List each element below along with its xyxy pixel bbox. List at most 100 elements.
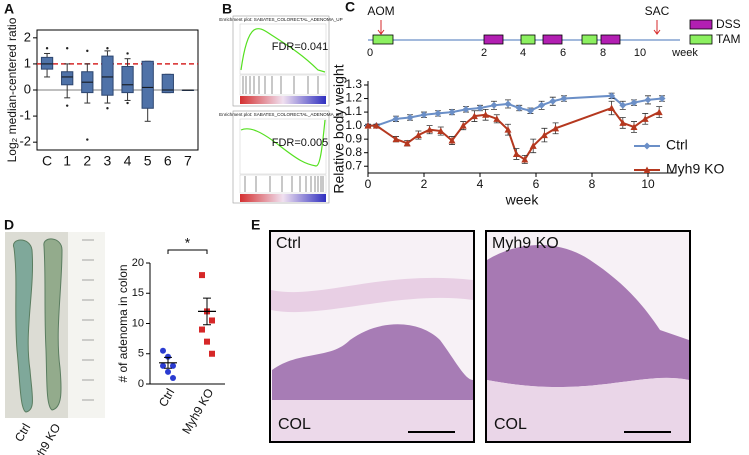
x-tick-label: 8 bbox=[589, 177, 596, 191]
x-tick-label: 7 bbox=[184, 153, 192, 169]
marker bbox=[482, 111, 490, 118]
histology-images bbox=[269, 230, 691, 443]
panel-label: A bbox=[4, 1, 14, 17]
panel-label: D bbox=[4, 217, 14, 233]
marker bbox=[549, 97, 557, 105]
histology-label: Ctrl bbox=[276, 235, 301, 252]
marker bbox=[448, 108, 456, 116]
outlier bbox=[65, 104, 69, 107]
colon-photo bbox=[5, 232, 105, 418]
x-tick-label: Myh9 KO bbox=[179, 386, 216, 436]
timeline-event: AOM bbox=[367, 4, 394, 18]
x-tick-label: 6 bbox=[164, 153, 172, 169]
series-line bbox=[368, 94, 663, 127]
marker bbox=[459, 122, 467, 129]
outlier bbox=[65, 47, 69, 50]
outlier bbox=[86, 138, 89, 141]
marker bbox=[403, 139, 411, 147]
marker bbox=[504, 126, 512, 133]
x-tick-label: 2 bbox=[83, 153, 91, 169]
significance: * bbox=[185, 235, 191, 251]
fdr-label: FDR=0.005 bbox=[272, 137, 329, 149]
marker bbox=[619, 101, 627, 109]
legend-label: Myh9 KO bbox=[666, 161, 724, 177]
panel-label: C bbox=[345, 0, 355, 15]
marker bbox=[529, 142, 537, 149]
outlier bbox=[106, 47, 109, 50]
x-tick-label: 5 bbox=[144, 153, 152, 169]
outlier bbox=[45, 47, 49, 50]
marker bbox=[414, 131, 422, 139]
box bbox=[141, 60, 154, 109]
box bbox=[40, 56, 54, 70]
y-tick-label: -1 bbox=[19, 108, 31, 123]
marker bbox=[462, 105, 470, 113]
box bbox=[61, 71, 74, 86]
timeline-event: SAC bbox=[645, 4, 670, 18]
panel-label: E bbox=[251, 217, 260, 233]
marker bbox=[630, 99, 638, 107]
timeline-tick: 0 bbox=[367, 47, 373, 59]
marker bbox=[538, 101, 546, 109]
dot bbox=[199, 326, 205, 333]
outlier bbox=[126, 101, 129, 105]
significance-bracket bbox=[167, 249, 208, 254]
sem-bar bbox=[203, 297, 211, 326]
x-axis-label: week bbox=[505, 192, 540, 208]
marker bbox=[526, 107, 534, 115]
marker bbox=[560, 95, 568, 103]
x-tick-label: 4 bbox=[124, 153, 132, 169]
timeline-tick: 4 bbox=[520, 47, 526, 59]
marker bbox=[437, 127, 445, 135]
marker bbox=[493, 115, 501, 122]
timeline-tick: 6 bbox=[560, 47, 566, 59]
marker bbox=[608, 104, 616, 112]
marker bbox=[476, 104, 484, 112]
dot bbox=[209, 350, 215, 357]
legend-label: Ctrl bbox=[666, 137, 688, 153]
x-tick-label: Ctrl bbox=[156, 386, 177, 409]
marker bbox=[372, 122, 380, 129]
y-axis-label: Relative body weight bbox=[331, 64, 347, 193]
x-tick-label: 1 bbox=[63, 153, 71, 169]
photo-label: Ctrl bbox=[12, 421, 33, 444]
timeline-tick: 10 bbox=[634, 47, 646, 59]
y-tick-label: 10 bbox=[132, 317, 144, 329]
dot bbox=[160, 347, 166, 354]
marker bbox=[490, 101, 498, 109]
y-tick-label: 0 bbox=[24, 81, 31, 96]
marker bbox=[406, 113, 414, 121]
gsea-title: Enrichment plot: SABATES_COLORECTAL_ADEN… bbox=[219, 112, 343, 117]
box bbox=[101, 55, 114, 96]
histology-label: Myh9 KO bbox=[492, 235, 559, 252]
marker bbox=[540, 131, 548, 139]
x-tick-label: 10 bbox=[641, 177, 655, 191]
y-tick-label: 1.1 bbox=[345, 104, 362, 118]
y-axis-label: Log₂ median-centered ratio bbox=[5, 17, 19, 162]
x-tick-label: C bbox=[42, 153, 52, 169]
marker bbox=[420, 111, 428, 119]
marker bbox=[470, 112, 478, 120]
gsea-title: Enrichment plot: SABATES_COLORECTAL_ADEN… bbox=[219, 17, 342, 22]
dot bbox=[170, 362, 176, 369]
timeline-legend: TAM bbox=[716, 32, 740, 46]
marker bbox=[630, 123, 638, 130]
region-label: COL bbox=[494, 416, 527, 433]
marker bbox=[448, 137, 456, 144]
timeline-tick: week bbox=[671, 47, 698, 59]
y-tick-label: 0 bbox=[138, 378, 144, 390]
marker bbox=[608, 92, 616, 100]
box bbox=[121, 66, 134, 94]
outlier bbox=[86, 49, 89, 53]
photo-label: Myh9 KO bbox=[26, 421, 63, 455]
y-tick-label: 0.8 bbox=[345, 145, 362, 159]
dot bbox=[199, 272, 205, 279]
marker bbox=[552, 124, 560, 132]
x-tick-label: 2 bbox=[421, 177, 428, 191]
outlier bbox=[106, 107, 109, 110]
marker bbox=[426, 126, 434, 133]
marker bbox=[521, 155, 529, 163]
y-tick-label: 20 bbox=[132, 257, 144, 269]
sem-bar bbox=[164, 356, 172, 369]
y-tick-label: 0.7 bbox=[345, 158, 362, 172]
